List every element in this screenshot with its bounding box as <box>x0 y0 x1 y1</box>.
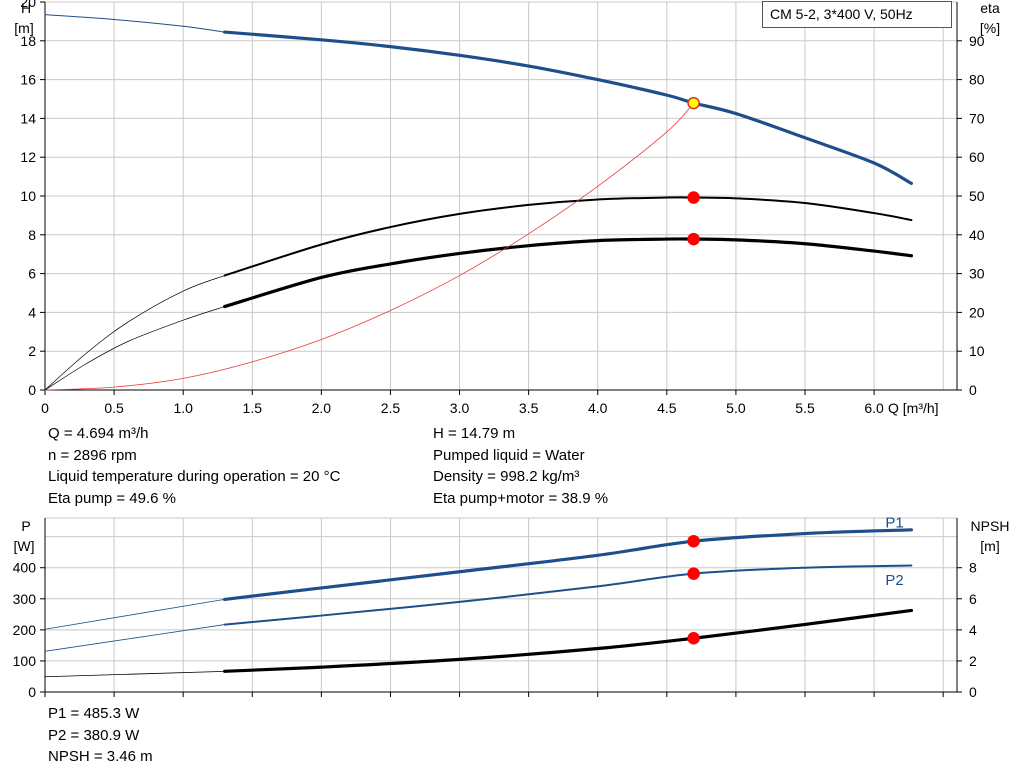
duty-point-marker <box>687 232 700 246</box>
left-tick-label: 8 <box>28 227 36 243</box>
x-tick-label: 0 <box>41 400 49 416</box>
x-tick-label: 5.5 <box>795 400 815 416</box>
left-tick-label: 0 <box>28 684 36 700</box>
x-axis-title: Q [m³/h] <box>888 400 939 416</box>
speed-value: n = 2896 rpm <box>48 446 137 464</box>
right-axis-title: NPSH <box>971 518 1010 534</box>
series-line-system <box>44 102 695 391</box>
left-tick-label: 14 <box>20 110 36 126</box>
left-tick-label: 300 <box>13 591 37 607</box>
right-tick-label: 70 <box>969 110 985 126</box>
right-tick-label: 0 <box>969 382 977 398</box>
npsh-value: NPSH = 3.46 m <box>48 748 153 765</box>
p1-value: P1 = 485.3 W <box>48 705 140 722</box>
right-tick-label: 10 <box>969 343 985 359</box>
right-tick-label: 30 <box>969 266 985 282</box>
series-line-p1 <box>223 528 913 602</box>
right-tick-label: 6 <box>969 591 977 607</box>
power-info: P1 = 485.3 W P2 = 380.9 W NPSH = 3.46 m <box>48 703 153 768</box>
left-tick-label: 10 <box>20 188 36 204</box>
head-value: H = 14.79 m <box>433 425 516 442</box>
duty-point-marker <box>687 567 700 580</box>
duty-point-info-left: Q = 4.694 m³/h n = 2896 rpm Liquid tempe… <box>48 423 340 509</box>
x-tick-label: 5.0 <box>726 400 746 416</box>
eta-pump-value: Eta pump = 49.6 % <box>48 489 176 507</box>
right-tick-label: 0 <box>969 684 977 700</box>
left-axis-unit: [W] <box>14 538 35 554</box>
right-tick-label: 60 <box>969 149 985 165</box>
series-line-h-ext <box>44 14 226 33</box>
duty-point-marker <box>687 96 700 110</box>
series-line-eta-pump-motor <box>223 237 913 309</box>
right-tick-label: 80 <box>969 72 985 88</box>
x-tick-label: 4.5 <box>657 400 677 416</box>
right-tick-label: 8 <box>969 560 977 576</box>
x-tick-label: 6.0 <box>864 400 884 416</box>
series-line-npsh-ext <box>44 670 226 678</box>
left-tick-label: 0 <box>28 382 36 398</box>
pump-model-legend: CM 5-2, 3*400 V, 50Hz <box>762 1 952 28</box>
flow-value: Q = 4.694 m³/h <box>48 425 149 442</box>
x-tick-label: 1.0 <box>173 400 193 416</box>
left-tick-label: 20 <box>20 0 36 10</box>
right-tick-label: 4 <box>969 622 977 638</box>
left-tick-label: 200 <box>13 622 37 638</box>
duty-point-info-right: H = 14.79 m Pumped liquid = Water Densit… <box>433 423 608 509</box>
pumped-liquid-value: Pumped liquid = Water <box>433 446 585 464</box>
right-tick-label: 2 <box>969 653 977 669</box>
series-line-p1-ext <box>44 599 226 630</box>
x-tick-label: 2.0 <box>312 400 332 416</box>
x-tick-label: 3.0 <box>450 400 470 416</box>
x-tick-label: 2.5 <box>381 400 401 416</box>
density-value: Density = 998.2 kg/m³ <box>433 468 580 485</box>
left-axis-unit: [m] <box>14 20 33 36</box>
right-tick-label: 20 <box>969 304 985 320</box>
series-line-eta-pump-ext <box>44 275 225 391</box>
left-tick-label: 16 <box>20 72 36 88</box>
series-line-npsh <box>223 608 913 673</box>
right-axis-unit: [%] <box>980 20 1000 36</box>
duty-point-marker <box>687 631 700 645</box>
series-line-p2 <box>223 564 913 626</box>
series-label-p1: P1 <box>885 515 903 532</box>
series-line-p2-ext <box>44 624 226 652</box>
right-tick-label: 40 <box>969 227 985 243</box>
left-tick-label: 2 <box>28 343 36 359</box>
left-tick-label: 4 <box>28 304 36 320</box>
left-tick-label: 12 <box>20 149 36 165</box>
series-label-p2: P2 <box>885 572 903 589</box>
duty-point-marker <box>687 191 700 204</box>
x-tick-label: 4.0 <box>588 400 608 416</box>
right-tick-label: 90 <box>969 33 985 49</box>
series-line-eta-pump-motor-ext <box>44 306 225 391</box>
left-tick-label: 6 <box>28 266 36 282</box>
x-tick-label: 3.5 <box>519 400 539 416</box>
right-tick-label: 50 <box>969 188 985 204</box>
left-tick-label: 400 <box>13 560 37 576</box>
right-axis-unit: [m] <box>980 538 999 554</box>
x-tick-label: 1.5 <box>243 400 263 416</box>
right-axis-title: eta <box>980 0 1000 16</box>
p2-value: P2 = 380.9 W <box>48 726 140 744</box>
duty-point-marker <box>687 534 700 548</box>
series-line-eta-pump <box>223 196 913 277</box>
left-axis-title: P <box>21 518 30 534</box>
liquid-temperature-value: Liquid temperature during operation = 20… <box>48 468 341 485</box>
left-axis-title: H <box>21 0 31 16</box>
left-tick-label: 18 <box>20 33 36 49</box>
eta-pump-motor-value: Eta pump+motor = 38.9 % <box>433 489 609 507</box>
left-tick-label: 100 <box>13 653 37 669</box>
series-line-h <box>223 30 913 185</box>
pump-model-label: CM 5-2, 3*400 V, 50Hz <box>770 6 913 22</box>
x-tick-label: 0.5 <box>104 400 124 416</box>
